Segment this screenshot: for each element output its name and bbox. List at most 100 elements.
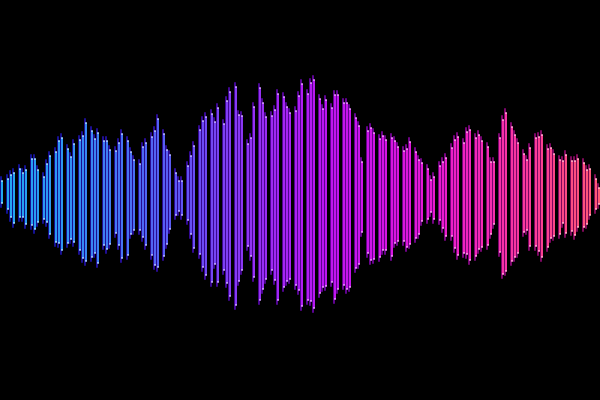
waveform-bar	[163, 133, 165, 257]
waveform-bar	[529, 147, 531, 247]
waveform-bar	[319, 98, 321, 294]
waveform-bar	[157, 118, 159, 268]
waveform-bar	[343, 102, 345, 286]
waveform-bar	[202, 120, 204, 268]
waveform-bar	[31, 158, 33, 226]
waveform-bar	[175, 172, 177, 216]
waveform-bar	[595, 178, 597, 210]
waveform-bar	[259, 87, 261, 301]
waveform-bar	[505, 112, 507, 272]
waveform-bar	[586, 169, 588, 225]
waveform-bar	[37, 169, 39, 223]
waveform-bar	[154, 130, 156, 266]
waveform-bar	[346, 102, 348, 290]
waveform-bar	[277, 93, 279, 301]
waveform-bar	[13, 172, 15, 224]
waveform-bar	[250, 137, 252, 257]
waveform-bar	[262, 102, 264, 290]
waveform-bar	[271, 115, 273, 271]
waveform-bar	[397, 146, 399, 242]
waveform-bar	[55, 151, 57, 243]
waveform-bar	[223, 123, 225, 271]
waveform-bar	[181, 180, 183, 216]
waveform-bar	[7, 178, 9, 210]
waveform-bar	[241, 115, 243, 271]
waveform-bar	[121, 133, 123, 259]
waveform-bar	[193, 145, 195, 249]
waveform-bar	[382, 135, 384, 251]
waveform-bar	[235, 86, 237, 306]
waveform-bar	[466, 131, 468, 255]
waveform-bar	[526, 159, 528, 231]
waveform-bar	[478, 134, 480, 250]
waveform-bar	[133, 159, 135, 231]
waveform-bar	[166, 149, 168, 245]
waveform-bar	[205, 116, 207, 276]
waveform-bar	[394, 140, 396, 244]
waveform-bar	[211, 113, 213, 283]
waveform-bar	[430, 179, 432, 213]
waveform-bar	[199, 129, 201, 255]
waveform-bar	[283, 96, 285, 288]
waveform-bar	[226, 100, 228, 284]
waveform-bar	[391, 137, 393, 257]
waveform-bar	[517, 142, 519, 254]
waveform-bar	[295, 110, 297, 286]
waveform-bar	[58, 140, 60, 244]
waveform-bar	[94, 138, 96, 254]
waveform-bar	[541, 134, 543, 258]
waveform-bar	[61, 137, 63, 251]
waveform-bar	[253, 106, 255, 278]
waveform-bar	[370, 127, 372, 261]
waveform-bar	[79, 139, 81, 251]
waveform-bar	[559, 159, 561, 235]
waveform-bar	[367, 130, 369, 254]
waveform-bar	[325, 99, 327, 287]
waveform-bar	[331, 107, 333, 283]
waveform-bar	[553, 153, 555, 237]
waveform-bar	[187, 165, 189, 221]
waveform-bar	[358, 125, 360, 265]
waveform-bar	[22, 172, 24, 218]
waveform-bar	[442, 161, 444, 229]
waveform-bar	[571, 160, 573, 232]
waveform-bar	[43, 176, 45, 220]
waveform-bar	[151, 136, 153, 256]
waveform-bar	[46, 163, 48, 223]
waveform-bar	[91, 130, 93, 258]
waveform-bar	[433, 176, 435, 220]
waveform-bar	[214, 121, 216, 265]
waveform-bar	[493, 161, 495, 225]
waveform-bar	[562, 160, 564, 224]
waveform-bar	[313, 79, 315, 309]
waveform-bar	[403, 150, 405, 242]
waveform-bar	[322, 108, 324, 288]
waveform-bar	[565, 154, 567, 234]
waveform-bar	[247, 143, 249, 247]
waveform-bar	[598, 187, 600, 205]
waveform-bar	[145, 142, 147, 246]
waveform-bar	[190, 155, 192, 235]
waveform-bar	[229, 91, 231, 297]
waveform-bar	[34, 158, 36, 230]
waveform-bar	[118, 142, 120, 246]
waveform-bar	[217, 107, 219, 283]
waveform-bar	[454, 139, 456, 249]
waveform-bar	[274, 109, 276, 281]
waveform-bar	[10, 174, 12, 218]
waveform-bar	[523, 153, 525, 233]
waveform-bar	[514, 134, 516, 258]
waveform-bar	[415, 151, 417, 239]
waveform-bar	[421, 162, 423, 222]
waveform-bar	[409, 141, 411, 245]
waveform-bar	[109, 149, 111, 245]
waveform-bar	[502, 119, 504, 275]
waveform-bar	[238, 114, 240, 282]
waveform-bar	[574, 160, 576, 236]
waveform-bar	[67, 148, 69, 244]
waveform-bar	[577, 158, 579, 228]
waveform-bar	[169, 154, 171, 230]
waveform-bar	[490, 161, 492, 235]
waveform-bar	[337, 94, 339, 290]
waveform-bar	[97, 132, 99, 264]
